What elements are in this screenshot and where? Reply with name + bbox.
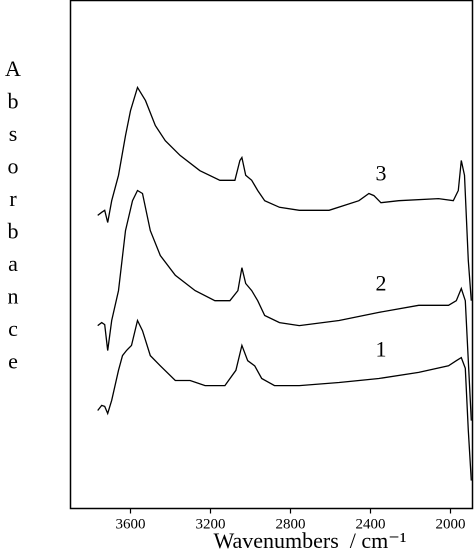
series-label: 3 [376,161,387,186]
plot-frame [69,0,474,510]
x-tick-label: 2800 [276,517,306,533]
x-axis-label: Wavenumbers / cm⁻¹ [214,528,407,553]
spectrum-line [97,189,472,421]
x-tick-label: 2000 [436,517,466,533]
spectrum-line [97,85,472,301]
spectrum-line [97,318,472,481]
x-tick-label: 2400 [356,517,386,533]
series-label: 2 [376,270,387,295]
series-label: 1 [376,336,387,361]
x-tick-label: 3200 [196,517,226,533]
x-tick-label: 3600 [116,517,146,533]
